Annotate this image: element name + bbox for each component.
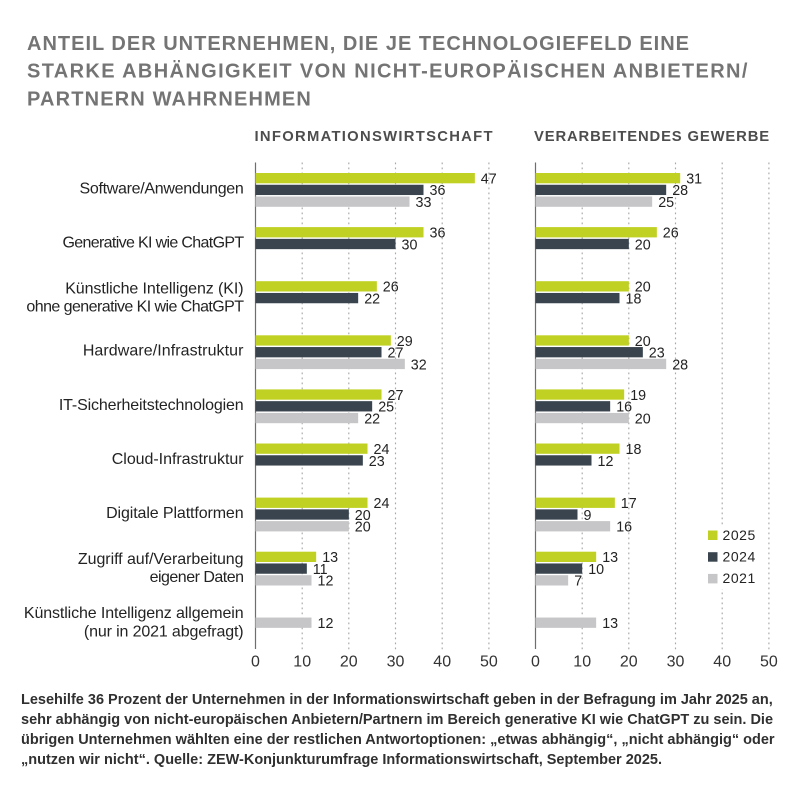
svg-text:9: 9: [584, 508, 592, 524]
svg-text:VERARBEITENDES GEWERBE: VERARBEITENDES GEWERBE: [534, 129, 770, 145]
svg-text:(nur in 2021 abgefragt): (nur in 2021 abgefragt): [84, 623, 244, 640]
svg-text:19: 19: [630, 388, 646, 404]
svg-text:25: 25: [378, 400, 394, 416]
svg-text:18: 18: [626, 291, 642, 307]
svg-text:Software/Anwendungen: Software/Anwendungen: [80, 180, 244, 197]
svg-text:Hardware/Infrastruktur: Hardware/Infrastruktur: [83, 343, 244, 360]
svg-text:36: 36: [430, 183, 446, 199]
svg-text:27: 27: [388, 388, 404, 404]
svg-text:12: 12: [598, 454, 614, 470]
svg-text:23: 23: [649, 346, 665, 362]
svg-text:2025: 2025: [723, 527, 756, 543]
svg-text:26: 26: [383, 280, 399, 296]
svg-text:16: 16: [616, 520, 632, 536]
svg-text:12: 12: [318, 616, 334, 632]
svg-text:20: 20: [635, 411, 651, 427]
svg-text:28: 28: [672, 183, 688, 199]
svg-text:17: 17: [621, 496, 637, 512]
svg-text:20: 20: [635, 237, 651, 253]
svg-text:47: 47: [481, 172, 497, 188]
svg-text:30: 30: [667, 653, 685, 670]
svg-text:INFORMATIONSWIRTSCHAFT: INFORMATIONSWIRTSCHAFT: [255, 129, 494, 145]
svg-text:Künstliche Intelligenz allgeme: Künstliche Intelligenz allgemein: [24, 605, 244, 622]
svg-text:32: 32: [411, 357, 427, 373]
svg-text:30: 30: [387, 653, 405, 670]
svg-text:IT-Sicherheitstechnologien: IT-Sicherheitstechnologien: [59, 397, 244, 414]
svg-text:20: 20: [355, 508, 371, 524]
svg-text:13: 13: [602, 616, 618, 632]
svg-text:24: 24: [374, 496, 390, 512]
svg-text:PARTNERN WAHRNEHMEN: PARTNERN WAHRNEHMEN: [27, 88, 312, 110]
svg-text:10: 10: [573, 653, 591, 670]
svg-text:sehr abhängig von nicht-europä: sehr abhängig von nicht-europäischen Anb…: [21, 712, 773, 728]
svg-text:übrigen Unternehmen wählten ei: übrigen Unternehmen wählten eine der res…: [21, 732, 775, 748]
svg-text:ohne generative KI wie ChatGPT: ohne generative KI wie ChatGPT: [26, 299, 244, 316]
svg-text:22: 22: [364, 291, 380, 307]
svg-text:23: 23: [369, 454, 385, 470]
svg-text:20: 20: [620, 653, 638, 670]
svg-text:25: 25: [658, 195, 674, 211]
svg-text:Cloud-Infrastruktur: Cloud-Infrastruktur: [112, 451, 244, 468]
svg-text:27: 27: [388, 346, 404, 362]
svg-text:30: 30: [402, 237, 418, 253]
svg-text:13: 13: [322, 550, 338, 566]
svg-text:28: 28: [672, 357, 688, 373]
svg-text:eigener Daten: eigener Daten: [150, 569, 244, 586]
svg-text:Lesehilfe 36 Prozent der Unter: Lesehilfe 36 Prozent der Unternehmen in …: [21, 692, 773, 708]
svg-text:0: 0: [251, 653, 260, 670]
svg-text:10: 10: [293, 653, 311, 670]
svg-text:Digitale Plattformen: Digitale Plattformen: [106, 505, 243, 522]
svg-text:24: 24: [374, 442, 390, 458]
svg-text:10: 10: [588, 562, 604, 578]
svg-text:7: 7: [574, 574, 582, 590]
svg-text:26: 26: [663, 226, 679, 242]
svg-text:Zugriff auf/Verarbeitung: Zugriff auf/Verarbeitung: [78, 551, 244, 568]
svg-text:20: 20: [355, 520, 371, 536]
svg-text:„nutzen wir nicht“. Quelle: ZE: „nutzen wir nicht“. Quelle: ZEW-Konjunkt…: [21, 752, 662, 768]
svg-text:18: 18: [626, 442, 642, 458]
svg-text:0: 0: [531, 653, 540, 670]
svg-text:40: 40: [433, 653, 451, 670]
svg-text:50: 50: [480, 653, 498, 670]
svg-text:12: 12: [318, 574, 334, 590]
svg-text:20: 20: [340, 653, 358, 670]
svg-text:50: 50: [760, 653, 778, 670]
svg-text:13: 13: [602, 550, 618, 566]
svg-text:33: 33: [416, 195, 432, 211]
svg-text:40: 40: [713, 653, 731, 670]
svg-text:29: 29: [397, 334, 413, 350]
svg-text:STARKE ABHÄNGIGKEIT VON NICHT-: STARKE ABHÄNGIGKEIT VON NICHT-EUROPÄISCH…: [27, 60, 749, 83]
svg-text:Generative KI wie ChatGPT: Generative KI wie ChatGPT: [63, 235, 245, 252]
svg-text:20: 20: [635, 334, 651, 350]
svg-text:36: 36: [430, 226, 446, 242]
svg-text:11: 11: [313, 562, 328, 578]
svg-text:31: 31: [686, 172, 702, 188]
svg-text:16: 16: [616, 400, 632, 416]
svg-text:2021: 2021: [723, 570, 756, 586]
svg-text:22: 22: [364, 411, 380, 427]
svg-text:20: 20: [635, 280, 651, 296]
svg-text:2024: 2024: [723, 549, 756, 565]
svg-text:ANTEIL DER UNTERNEHMEN, DIE JE: ANTEIL DER UNTERNEHMEN, DIE JE TECHNOLOG…: [27, 33, 690, 55]
svg-text:Künstliche Intelligenz (KI): Künstliche Intelligenz (KI): [65, 280, 243, 297]
